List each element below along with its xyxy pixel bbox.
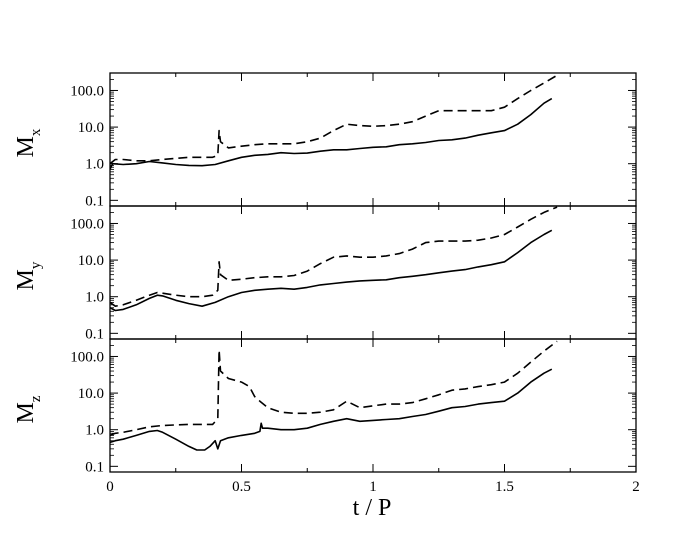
y-tick-label: 0.1: [85, 326, 104, 342]
y-tick-label: 100.0: [70, 216, 104, 232]
y-tick-label: 100.0: [70, 349, 104, 365]
plot-frame: [109, 72, 637, 207]
y-tick-label: 0.1: [85, 459, 104, 475]
y-tick-label: 10.0: [78, 120, 104, 136]
x-tick-label: 2: [632, 479, 640, 495]
series-solid-line: [110, 368, 553, 451]
plot-frame: [109, 205, 637, 340]
x-tick-label: 1: [369, 479, 377, 495]
y-axis-label: Mz: [13, 395, 44, 423]
panel-x: 0.1 1.0 10.0 100.0 Mx: [13, 72, 637, 209]
series-solid-line: [110, 229, 553, 312]
y-tick-label: 100.0: [70, 83, 104, 99]
y-tick-label: 0.1: [85, 193, 104, 209]
series-solid-line: [110, 97, 553, 170]
series-dashed-line: [110, 340, 558, 437]
y-tick-label: 1.0: [85, 157, 104, 173]
x-tick-label: 1.5: [495, 479, 514, 495]
x-tick-label: 0.5: [232, 479, 251, 495]
y-tick-label: 1.0: [85, 423, 104, 439]
x-tick-label: 0: [106, 479, 114, 495]
series-dashed-line: [110, 206, 558, 307]
panel-y: 0.1 1.0 10.0 100.0 My: [13, 205, 637, 342]
y-tick-label: 10.0: [78, 386, 104, 402]
y-tick-label: 10.0: [78, 253, 104, 269]
y-axis-label: Mx: [13, 128, 44, 157]
series-dashed-line: [110, 74, 558, 165]
y-axis-label: My: [13, 261, 44, 290]
panel-z: 0.1 1.0 10.0 100.0 Mz: [13, 338, 637, 475]
plot-frame: [109, 338, 637, 473]
y-tick-label: 1.0: [85, 290, 104, 306]
x-axis-label: t / P: [353, 495, 392, 521]
